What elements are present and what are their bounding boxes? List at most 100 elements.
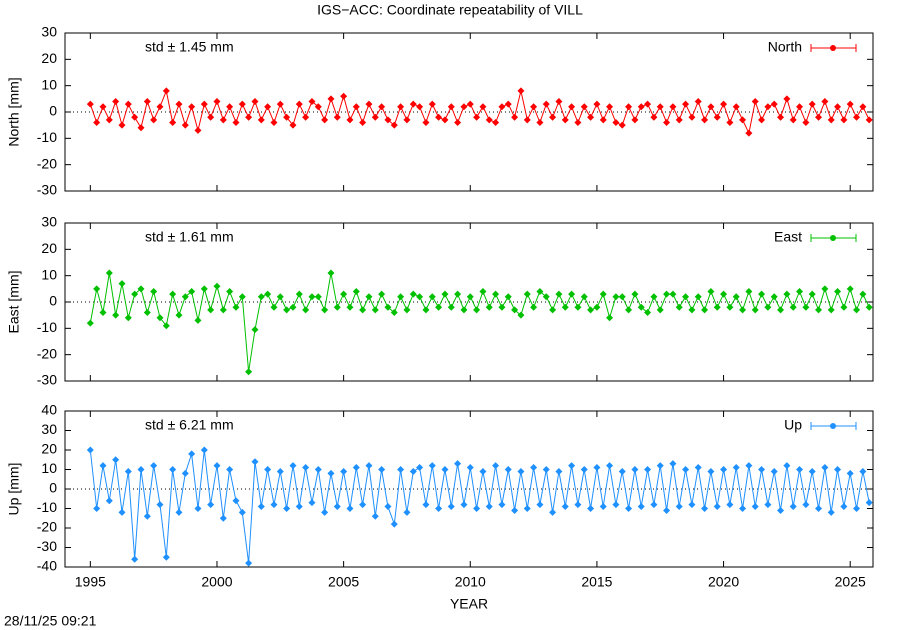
data-point <box>397 466 405 473</box>
data-point <box>568 290 576 298</box>
data-point <box>264 290 272 298</box>
data-point <box>644 309 652 317</box>
data-point <box>200 100 208 108</box>
data-point <box>834 287 842 295</box>
y-tick-label: 20 <box>41 240 57 256</box>
data-point <box>701 306 709 314</box>
data-point <box>568 462 576 470</box>
data-point <box>625 505 633 512</box>
data-point <box>390 520 398 528</box>
data-point <box>492 290 500 298</box>
data-point <box>511 506 519 514</box>
data-point <box>137 466 145 473</box>
data-point <box>802 119 810 127</box>
data-point <box>473 113 481 121</box>
data-point <box>333 503 341 511</box>
data-point <box>713 113 721 121</box>
data-point <box>637 503 645 511</box>
data-point <box>302 113 310 121</box>
data-point <box>245 113 253 121</box>
data-point <box>460 103 468 111</box>
data-point <box>112 97 120 105</box>
data-point <box>485 303 493 311</box>
y-tick-label: -40 <box>37 558 57 574</box>
x-tick-label: 2025 <box>835 574 866 590</box>
data-point <box>739 116 747 124</box>
data-point <box>758 116 766 124</box>
data-point <box>796 103 804 111</box>
data-point <box>682 100 690 108</box>
data-point <box>726 303 734 311</box>
data-point <box>536 501 544 509</box>
data-point <box>283 306 291 314</box>
data-point <box>441 466 449 473</box>
data-point <box>865 303 873 311</box>
y-tick-label: 10 <box>41 460 57 476</box>
data-point <box>859 290 867 298</box>
data-point <box>853 505 861 512</box>
y-tick-label: -10 <box>37 319 57 335</box>
data-point <box>143 512 151 520</box>
data-point <box>688 113 696 121</box>
data-point <box>441 116 449 124</box>
data-point <box>105 497 113 505</box>
data-point <box>257 116 265 124</box>
data-point <box>473 306 481 314</box>
data-point <box>701 505 709 512</box>
data-point <box>555 97 563 105</box>
data-point <box>447 503 455 511</box>
y-tick-label: -10 <box>37 499 57 515</box>
data-point <box>131 555 139 563</box>
data-point <box>637 103 645 111</box>
data-point <box>93 505 101 512</box>
data-point <box>511 113 519 121</box>
data-point <box>669 290 677 298</box>
data-point <box>479 467 487 475</box>
data-point <box>150 116 158 124</box>
data-point <box>371 512 379 520</box>
data-point <box>720 466 728 473</box>
data-point <box>821 285 829 293</box>
legend-marker <box>830 423 836 429</box>
data-point <box>764 103 772 111</box>
data-point <box>770 100 778 108</box>
data-point <box>169 119 177 127</box>
data-point <box>200 285 208 293</box>
data-point <box>340 92 348 100</box>
y-tick-label: 20 <box>41 441 57 457</box>
data-point <box>181 121 189 129</box>
data-point <box>194 505 202 512</box>
data-point <box>251 97 259 105</box>
data-point <box>384 303 392 311</box>
data-point <box>156 314 164 322</box>
data-point <box>593 303 601 311</box>
data-point <box>796 287 804 295</box>
data-point <box>422 501 430 509</box>
data-point <box>682 293 690 301</box>
data-point <box>745 287 753 295</box>
data-point <box>530 464 538 472</box>
data-point <box>580 466 588 473</box>
data-point <box>219 514 227 522</box>
data-point <box>834 103 842 111</box>
data-point <box>796 466 804 473</box>
data-point <box>219 116 227 124</box>
data-point <box>276 100 284 108</box>
data-point <box>606 103 614 111</box>
data-point <box>517 467 525 475</box>
data-point <box>232 303 240 311</box>
annotation: std ± 6.21 mm <box>145 417 234 433</box>
data-point <box>378 103 386 111</box>
data-point <box>409 467 417 475</box>
data-point <box>397 103 405 111</box>
data-point <box>226 466 234 473</box>
data-point <box>713 303 721 311</box>
data-point <box>333 303 341 311</box>
x-tick-label: 1995 <box>75 574 106 590</box>
data-point <box>656 462 664 470</box>
y-axis-label: Up [mm] <box>6 463 22 516</box>
data-point <box>466 293 474 301</box>
data-point <box>675 116 683 124</box>
legend-marker <box>830 235 836 241</box>
